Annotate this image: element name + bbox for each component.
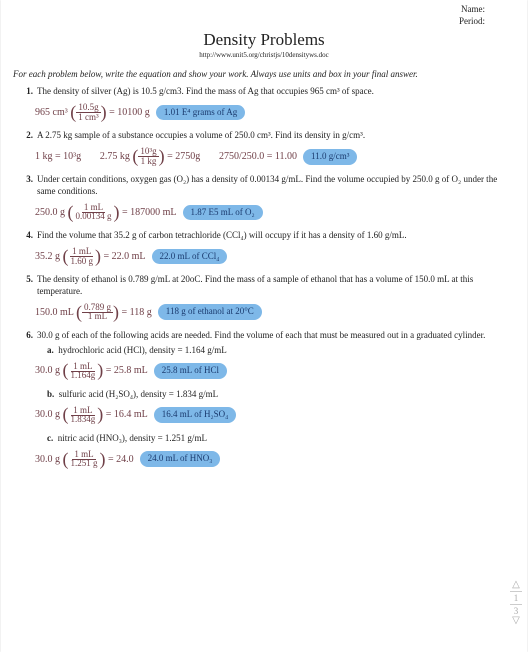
- problems-container: 1. The density of silver (Ag) is 10.5 g/…: [13, 86, 515, 471]
- problem-number: 2.: [13, 130, 37, 142]
- boxed-answer: 1.01 E⁴ grams of Ag: [156, 105, 245, 121]
- problem-text: 30.0 g of each of the following acids ar…: [37, 330, 515, 342]
- handwritten-work: 250.0 g (1 mL0.00134 g) = 187000 mL 1.87…: [35, 201, 515, 224]
- work-expression: 30.0 g (1 mL1.251 g) = 24.0: [35, 448, 134, 471]
- worksheet-page: Name: Period: Density Problems http://ww…: [1, 0, 527, 652]
- work-expression: 35.2 g (1 mL1.60 g) = 22.0 mL: [35, 245, 146, 268]
- problem: 2. A 2.75 kg sample of a substance occup…: [13, 130, 515, 142]
- boxed-answer: 22.0 mL of CCl₄: [152, 249, 228, 265]
- boxed-answer: 25.8 mL of HCl: [154, 363, 227, 379]
- work-expression: 965 cm³ (10.5g1 cm³) = 10100 g: [35, 101, 150, 124]
- problem-number: 6.: [13, 330, 37, 342]
- problem-number: 5.: [13, 274, 37, 297]
- handwritten-work: 1 kg = 10³g 2.75 kg (10³g1 kg) = 2750g 2…: [35, 145, 515, 168]
- work-expression: 30.0 g (1 mL1.834g) = 16.4 mL: [35, 403, 148, 426]
- boxed-answer: 118 g of ethanol at 20°C: [158, 304, 262, 320]
- page-current: 1: [506, 593, 526, 603]
- handwritten-work: 30.0 g (1 mL1.164g) = 25.8 mL 25.8 mL of…: [35, 359, 515, 382]
- boxed-answer: 24.0 mL of HNO₃: [140, 451, 221, 467]
- work-expression: 150.0 mL (0.789 g1 mL) = 118 g: [35, 301, 152, 324]
- page-title: Density Problems: [13, 29, 515, 51]
- work-expression: 2.75 kg (10³g1 kg) = 2750g: [100, 145, 200, 168]
- problem-text: A 2.75 kg sample of a substance occupies…: [37, 130, 515, 142]
- boxed-answer: 1.87 E5 mL of O₂: [183, 205, 263, 221]
- problem: 3. Under certain conditions, oxygen gas …: [13, 174, 515, 197]
- sub-problem: b. sulfuric acid (H₂SO₄), density = 1.83…: [47, 389, 515, 401]
- sub-problem: a. hydrochloric acid (HCl), density = 1.…: [47, 345, 515, 357]
- source-url: http://www.unit5.org/christjs/10densityw…: [13, 51, 515, 60]
- work-extra: 2750/250.0 = 11.00: [219, 150, 297, 163]
- header-fields: Name: Period:: [13, 0, 515, 27]
- problem-number: 3.: [13, 174, 37, 197]
- boxed-answer: 11.0 g/cm³: [303, 149, 357, 165]
- handwritten-work: 30.0 g (1 mL1.251 g) = 24.0 24.0 mL of H…: [35, 448, 515, 471]
- problem: 4. Find the volume that 35.2 g of carbon…: [13, 230, 515, 242]
- problem: 5. The density of ethanol is 0.789 g/mL …: [13, 274, 515, 297]
- sub-problem: c. nitric acid (HNO₃), density = 1.251 g…: [47, 433, 515, 445]
- problem-text: Under certain conditions, oxygen gas (O₂…: [37, 174, 515, 197]
- handwritten-work: 30.0 g (1 mL1.834g) = 16.4 mL 16.4 mL of…: [35, 403, 515, 426]
- handwritten-work: 965 cm³ (10.5g1 cm³) = 10100 g 1.01 E⁴ g…: [35, 101, 515, 124]
- work-expression: 30.0 g (1 mL1.164g) = 25.8 mL: [35, 359, 148, 382]
- work-conversion: 1 kg = 10³g: [35, 150, 81, 163]
- problem-text: The density of ethanol is 0.789 g/mL at …: [37, 274, 515, 297]
- period-label: Period:: [459, 16, 485, 26]
- handwritten-work: 35.2 g (1 mL1.60 g) = 22.0 mL 22.0 mL of…: [35, 245, 515, 268]
- problem-number: 1.: [13, 86, 37, 98]
- name-label: Name:: [461, 4, 485, 14]
- scroll-down-icon[interactable]: ▽: [506, 616, 526, 626]
- problem-number: 4.: [13, 230, 37, 242]
- page-scroll-indicator[interactable]: △ 1 3 ▽: [506, 580, 526, 626]
- boxed-answer: 16.4 mL of H₂SO₄: [154, 407, 236, 423]
- instructions: For each problem below, write the equati…: [13, 69, 515, 81]
- problem-text: Find the volume that 35.2 g of carbon te…: [37, 230, 515, 242]
- handwritten-work: 150.0 mL (0.789 g1 mL) = 118 g 118 g of …: [35, 301, 515, 324]
- problem: 6. 30.0 g of each of the following acids…: [13, 330, 515, 342]
- problem-text: The density of silver (Ag) is 10.5 g/cm3…: [37, 86, 515, 98]
- scroll-up-icon[interactable]: △: [506, 580, 526, 590]
- work-expression: 250.0 g (1 mL0.00134 g) = 187000 mL: [35, 201, 177, 224]
- problem: 1. The density of silver (Ag) is 10.5 g/…: [13, 86, 515, 98]
